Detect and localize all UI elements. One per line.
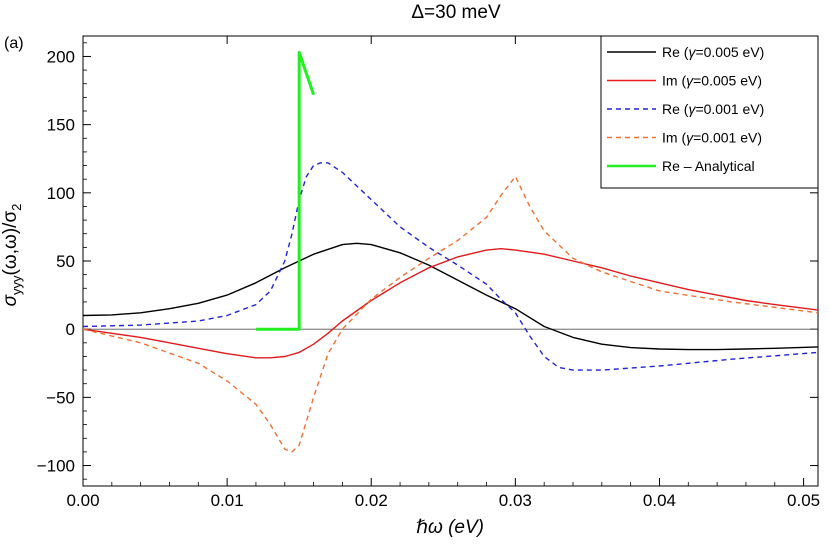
y-axis-sub2: 2 — [9, 204, 24, 211]
legend: Re (γ=0.005 eV) Im (γ=0.005 eV) Re (γ=0.00… — [600, 35, 819, 189]
series-line-3 — [82, 162, 819, 371]
x-tick-label: 0.02 — [355, 491, 388, 510]
y-tick-label: 200 — [47, 47, 75, 66]
y-tick-label: 50 — [56, 252, 75, 271]
series-layer — [82, 50, 819, 453]
x-tick-label: 0.05 — [787, 491, 820, 510]
series-line-2 — [82, 248, 819, 359]
y-tick-label: −100 — [37, 457, 75, 476]
y-axis-sigma: σ — [0, 293, 21, 306]
x-tick-label: 0.00 — [66, 491, 99, 510]
y-tick-label: −50 — [46, 388, 75, 407]
chart-title: Δ=30 meV — [411, 2, 501, 23]
x-tick-label: 0.04 — [643, 491, 676, 510]
legend-entry-5: Re – Analytical — [662, 158, 755, 174]
x-tick-label: 0.01 — [211, 491, 244, 510]
legend-box — [600, 35, 819, 189]
y-tick-label: 100 — [47, 184, 75, 203]
legend-entry-1: Re (γ=0.005 eV) — [662, 44, 764, 60]
series-line-1 — [82, 242, 819, 351]
y-axis-title: σyyy(ω,ω)/σ2 — [0, 204, 24, 307]
y-tick-label: 0 — [66, 320, 75, 339]
legend-entry-3: Re (γ=0.001 eV) — [662, 101, 764, 117]
legend-entry-4: Im (γ=0.001 eV) — [662, 130, 762, 146]
series-line-5 — [255, 50, 316, 331]
x-tick-label: 0.03 — [499, 491, 532, 510]
series-line-4 — [82, 175, 819, 453]
y-axis-args: (ω,ω)/σ — [0, 211, 21, 276]
ticks-layer: 0.00 0.01 0.02 0.03 0.04 0.05 −100 −50 0 50 100 150… — [37, 36, 820, 510]
y-tick-label: 150 — [47, 116, 75, 135]
x-axis-title: ℏω (eV) — [416, 517, 484, 538]
legend-entry-2: Im (γ=0.005 eV) — [662, 73, 762, 89]
panel-label: (a) — [4, 35, 24, 52]
y-axis-sub: yyy — [9, 275, 24, 295]
